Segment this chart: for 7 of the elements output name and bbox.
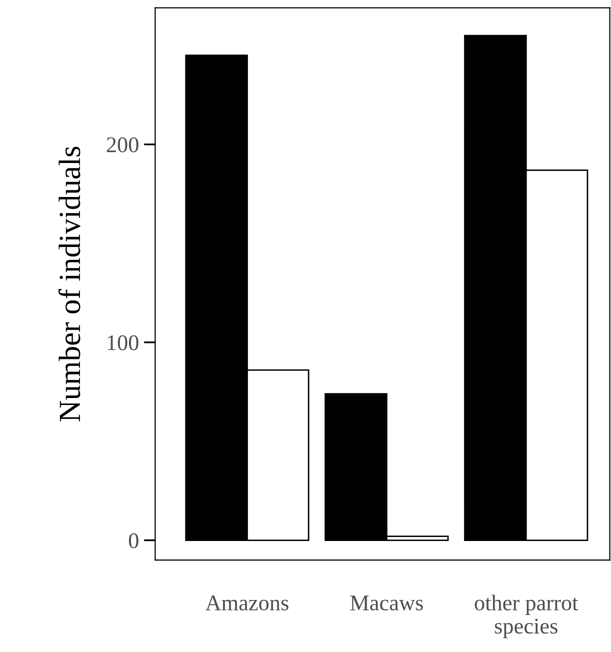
y-tick-label: 100 [108, 335, 138, 350]
x-tick-label: Macaws [350, 596, 423, 610]
x-tick-label: Amazons [205, 596, 288, 610]
x-tick-label: other parrot species [474, 594, 578, 638]
y-tick-label: 200 [106, 137, 138, 152]
y-tick-label: 0 [128, 533, 138, 548]
y-axis-title: Number of individuals [58, 146, 80, 422]
